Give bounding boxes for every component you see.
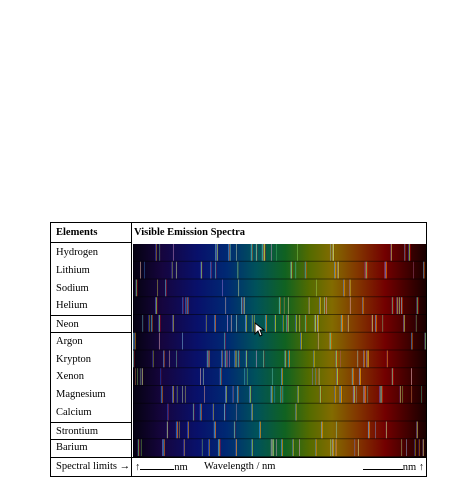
elements-header: Elements bbox=[51, 223, 132, 243]
spectrum-tint bbox=[133, 244, 426, 457]
element-label-neon: Neon bbox=[51, 315, 132, 333]
arrow-up-icon: ↑ bbox=[418, 462, 424, 473]
element-label-sodium: Sodium bbox=[56, 282, 89, 294]
spectrum-image bbox=[133, 244, 426, 457]
element-column bbox=[51, 223, 132, 476]
upper-limit: nm ↑ bbox=[362, 461, 424, 473]
lower-limit-input[interactable] bbox=[140, 461, 175, 470]
emission-spectra-table: Elements Visible Emission Spectra Hydrog… bbox=[50, 222, 427, 477]
element-label-lithium: Lithium bbox=[56, 264, 90, 276]
element-label-helium: Helium bbox=[56, 300, 88, 312]
element-label-strontium: Strontium bbox=[51, 421, 132, 440]
element-label-xenon: Xenon bbox=[56, 371, 84, 383]
element-label-barium: Barium bbox=[56, 442, 88, 454]
mouse-cursor-icon bbox=[254, 322, 266, 337]
element-label-krypton: Krypton bbox=[56, 353, 91, 365]
element-label-magnesium: Magnesium bbox=[56, 389, 106, 400]
upper-limit-input[interactable] bbox=[362, 461, 403, 470]
arrow-up-icon: ↑ bbox=[135, 462, 141, 473]
spectral-limits-label: Spectral limits → bbox=[51, 457, 132, 477]
element-label-calcium: Calcium bbox=[56, 406, 92, 418]
element-label-argon: Argon bbox=[56, 335, 83, 347]
wavelength-label: Wavelength / nm bbox=[204, 461, 276, 472]
spectra-graphic bbox=[133, 244, 426, 457]
arrow-right-icon: → bbox=[119, 461, 131, 472]
spectral-limits-row: ↑ nm Wavelength / nm nm ↑ bbox=[132, 457, 426, 478]
lower-limit: ↑ nm bbox=[135, 461, 188, 473]
spectra-header: Visible Emission Spectra bbox=[134, 227, 246, 238]
element-label-hydrogen: Hydrogen bbox=[56, 247, 98, 258]
